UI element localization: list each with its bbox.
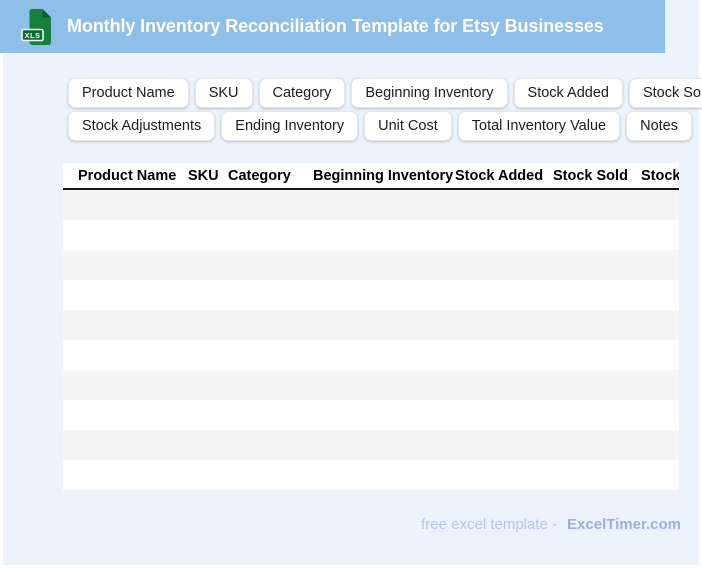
table-row xyxy=(63,190,679,220)
chip-stock-adjustments[interactable]: Stock Adjustments xyxy=(68,111,216,141)
file-fold-corner xyxy=(42,8,51,17)
field-chip-list: Product Name SKU Category Beginning Inve… xyxy=(68,78,702,141)
column-header-stock-sold: Stock Sold xyxy=(553,167,628,184)
chip-beginning-inventory[interactable]: Beginning Inventory xyxy=(351,78,508,108)
column-header-product-name: Product Name xyxy=(78,167,177,184)
chip-row-2: Stock Adjustments Ending Inventory Unit … xyxy=(68,111,702,141)
chip-total-inventory-value[interactable]: Total Inventory Value xyxy=(457,111,621,141)
header-banner: XLS Monthly Inventory Reconciliation Tem… xyxy=(0,0,665,53)
chip-ending-inventory[interactable]: Ending Inventory xyxy=(221,111,359,141)
xls-badge-label: XLS xyxy=(24,31,40,40)
table-row xyxy=(63,460,679,490)
table-header-row: Product Name SKU Category Beginning Inve… xyxy=(63,163,679,190)
chip-stock-added[interactable]: Stock Added xyxy=(513,78,623,108)
footer: free excel template - ExcelTimer.com xyxy=(421,516,681,533)
table-row xyxy=(63,400,679,430)
column-header-beginning-inventory: Beginning Inventory xyxy=(313,167,454,184)
inventory-table: Product Name SKU Category Beginning Inve… xyxy=(63,163,679,490)
table-row xyxy=(63,310,679,340)
table-row xyxy=(63,280,679,310)
xls-file-icon: XLS xyxy=(21,8,51,45)
chip-notes[interactable]: Notes xyxy=(626,111,692,141)
chip-category[interactable]: Category xyxy=(258,78,346,108)
footer-caption: free excel template - xyxy=(421,516,558,533)
page-title: Monthly Inventory Reconciliation Templat… xyxy=(67,16,604,36)
column-header-stock-added: Stock Added xyxy=(455,167,544,184)
table-row xyxy=(63,370,679,400)
column-header-stock-adjustments: Stock Adjustments xyxy=(641,167,679,184)
chip-sku[interactable]: SKU xyxy=(194,78,253,108)
table-row xyxy=(63,250,679,280)
chip-row-1: Product Name SKU Category Beginning Inve… xyxy=(68,78,702,108)
chip-product-name[interactable]: Product Name xyxy=(68,78,189,108)
table-body xyxy=(63,190,679,490)
chip-unit-cost[interactable]: Unit Cost xyxy=(364,111,452,141)
column-header-category: Category xyxy=(228,167,291,184)
chip-stock-sold[interactable]: Stock Sold xyxy=(628,78,702,108)
table-row xyxy=(63,220,679,250)
xls-badge xyxy=(21,28,44,41)
table-row xyxy=(63,340,679,370)
column-header-sku: SKU xyxy=(188,167,219,184)
table-row xyxy=(63,430,679,460)
exceltimer-link[interactable]: ExcelTimer.com xyxy=(567,516,681,533)
